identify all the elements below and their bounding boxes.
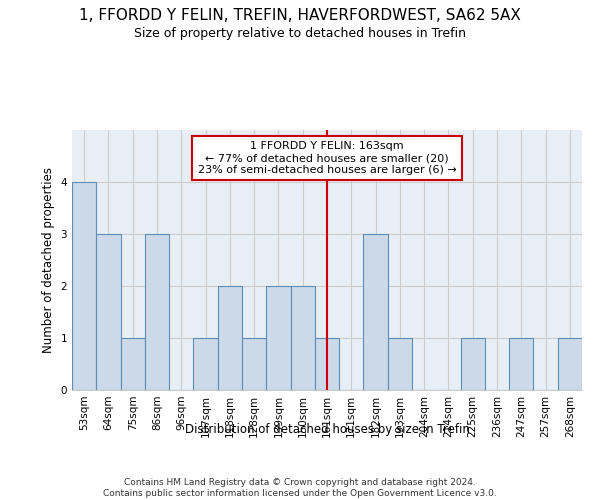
Y-axis label: Number of detached properties: Number of detached properties	[42, 167, 55, 353]
Bar	[96, 234, 121, 390]
Bar	[461, 338, 485, 390]
Bar	[364, 234, 388, 390]
Text: Contains HM Land Registry data © Crown copyright and database right 2024.
Contai: Contains HM Land Registry data © Crown c…	[103, 478, 497, 498]
Bar	[121, 338, 145, 390]
Bar	[266, 286, 290, 390]
Bar	[388, 338, 412, 390]
Bar	[193, 338, 218, 390]
Bar	[315, 338, 339, 390]
Bar	[72, 182, 96, 390]
Text: 1 FFORDD Y FELIN: 163sqm
← 77% of detached houses are smaller (20)
23% of semi-d: 1 FFORDD Y FELIN: 163sqm ← 77% of detach…	[197, 142, 457, 174]
Bar	[242, 338, 266, 390]
Bar	[145, 234, 169, 390]
Text: Size of property relative to detached houses in Trefin: Size of property relative to detached ho…	[134, 28, 466, 40]
Bar	[509, 338, 533, 390]
Text: Distribution of detached houses by size in Trefin: Distribution of detached houses by size …	[185, 422, 469, 436]
Bar	[558, 338, 582, 390]
Text: 1, FFORDD Y FELIN, TREFIN, HAVERFORDWEST, SA62 5AX: 1, FFORDD Y FELIN, TREFIN, HAVERFORDWEST…	[79, 8, 521, 22]
Bar	[290, 286, 315, 390]
Bar	[218, 286, 242, 390]
